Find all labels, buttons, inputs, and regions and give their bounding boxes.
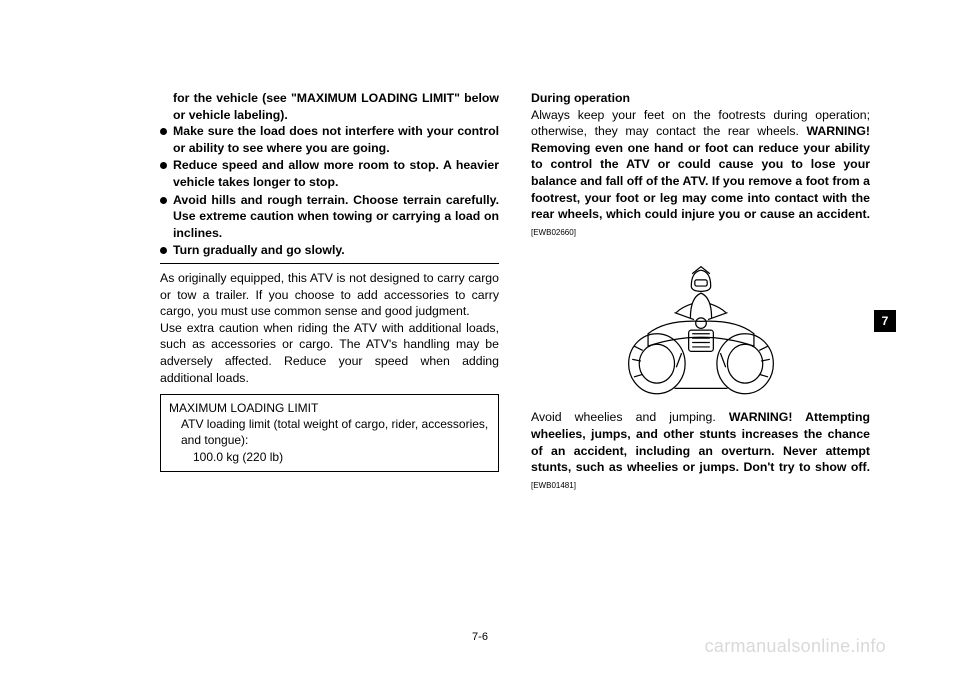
watermark: carmanualsonline.info [705,636,886,657]
bullet-item: Make sure the load does not interfere wi… [160,123,499,156]
bullet-item: Reduce speed and allow more room to stop… [160,157,499,190]
bullet-item: Avoid hills and rough terrain. Choose te… [160,192,499,242]
body-text: Avoid wheelies and jumping. [531,410,729,424]
reference-code: [EWB02660] [531,228,576,237]
left-column: for the vehicle (see "MAXIMUM LOADING LI… [160,90,499,492]
right-column: During operation Always keep your feet o… [531,90,870,492]
box-line: 100.0 kg (220 lb) [169,449,490,465]
bullet-item: Turn gradually and go slowly. [160,242,499,259]
reference-code: [EWB01481] [531,481,576,490]
bullet-continuation: for the vehicle (see "MAXIMUM LOADING LI… [160,90,499,123]
body-paragraph: Avoid wheelies and jumping. WARNING! Att… [531,409,870,492]
loading-limit-box: MAXIMUM LOADING LIMIT ATV loading limit … [160,394,499,472]
section-tab: 7 [874,310,896,332]
warning-bullets: Make sure the load does not interfere wi… [160,123,499,259]
atv-rider-illustration [611,249,791,399]
body-paragraph: As originally equipped, this ATV is not … [160,270,499,320]
divider [160,263,499,264]
warning-text: WARNING! Removing even one hand or foot … [531,124,870,221]
body-paragraph: Use extra caution when riding the ATV wi… [160,320,499,386]
box-line: ATV loading limit (total weight of cargo… [169,416,490,448]
section-heading: During operation [531,90,870,107]
content-columns: for the vehicle (see "MAXIMUM LOADING LI… [160,90,870,492]
body-paragraph: Always keep your feet on the footrests d… [531,107,870,240]
manual-page: for the vehicle (see "MAXIMUM LOADING LI… [0,0,960,679]
box-line: MAXIMUM LOADING LIMIT [169,400,490,416]
